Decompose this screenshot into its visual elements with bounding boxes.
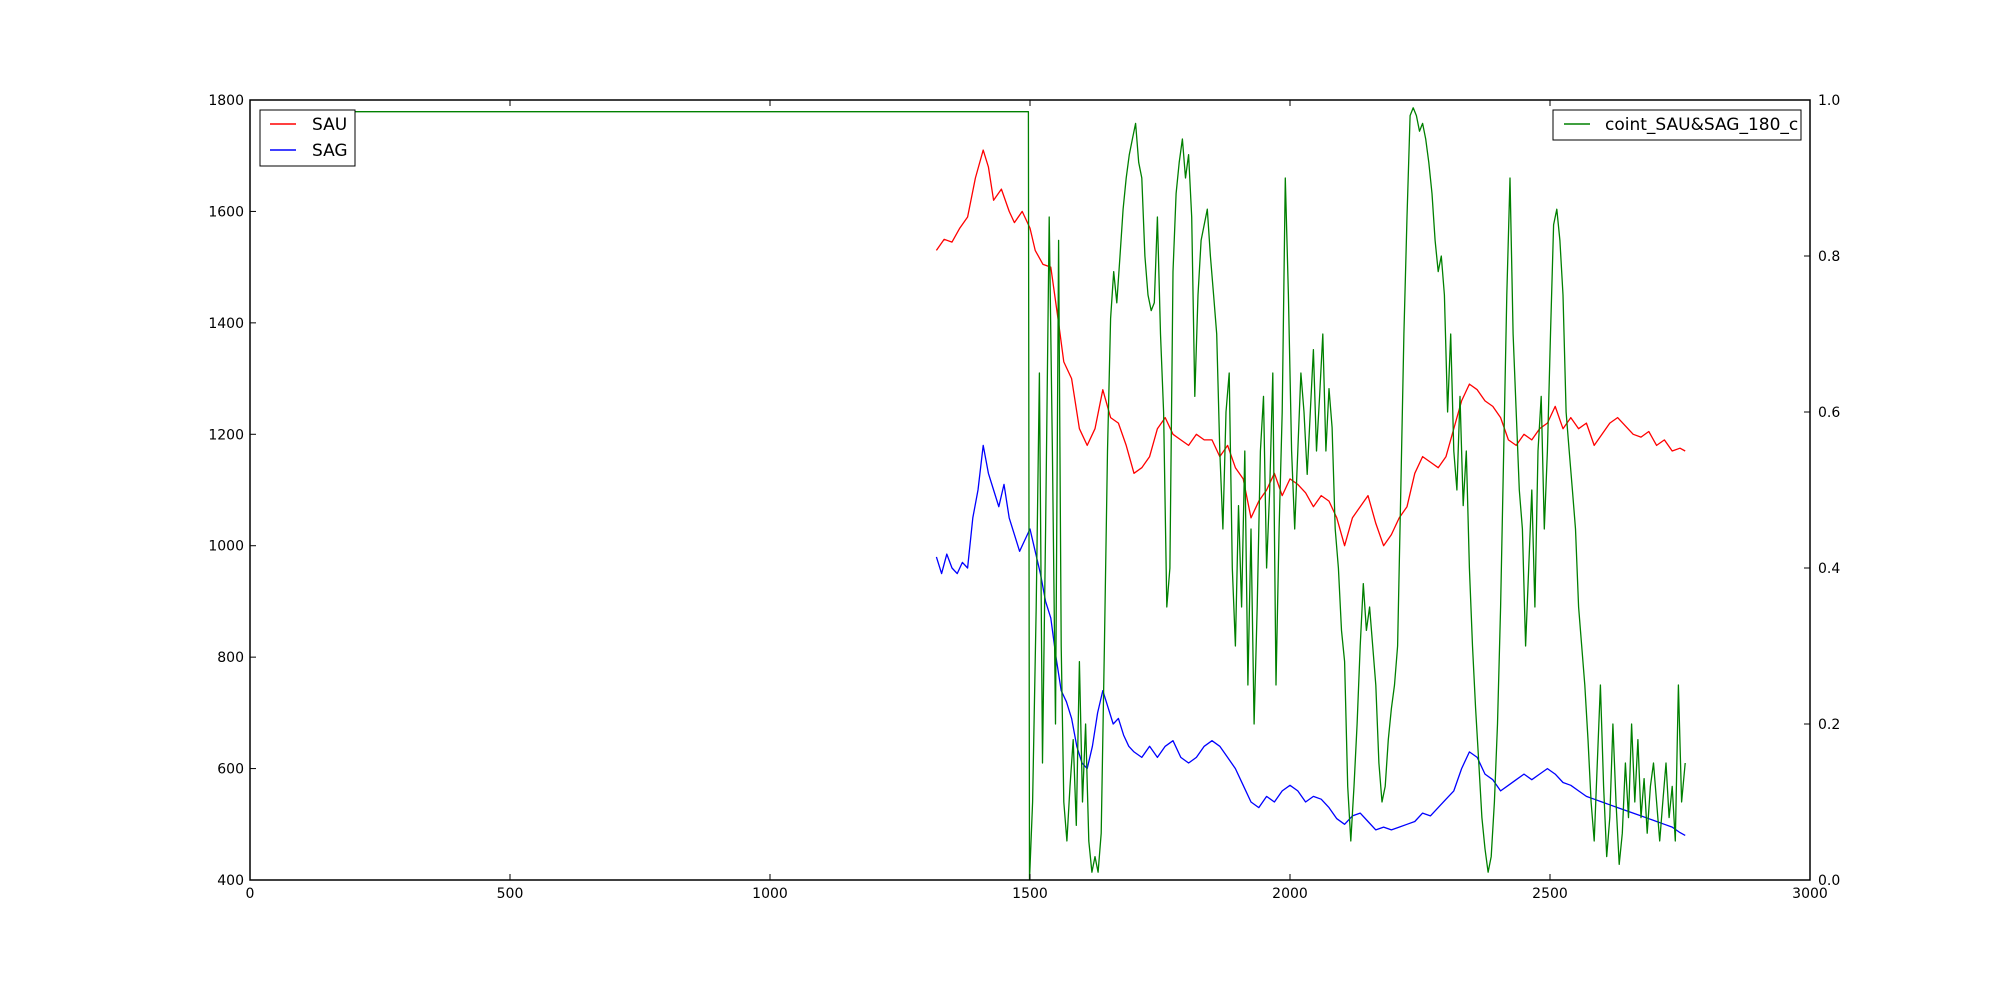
x-tick-label: 1000 (752, 886, 788, 902)
legend-left: SAU SAG (259, 109, 356, 167)
y-axis-left: 400 600 800 1000 1200 1400 1600 1800 (208, 93, 256, 889)
series-line-coint-sau-sag-180-c (343, 107, 1686, 881)
plot-area (250, 100, 1810, 880)
legend-label-sag: SAG (312, 141, 348, 161)
y-right-tick-label: 1.0 (1818, 93, 1840, 109)
series-line-sau (935, 149, 1686, 547)
y-axis-right: 0.0 0.2 0.4 0.6 0.8 1.0 (1804, 93, 1840, 889)
y-left-tick-label: 1600 (208, 204, 244, 220)
legend-right-box (1552, 109, 1802, 141)
y-right-tick-label: 0.0 (1818, 873, 1840, 889)
x-tick-label: 0 (246, 886, 255, 902)
y-left-tick-label: 1000 (208, 539, 244, 555)
y-left-tick-label: 400 (217, 873, 244, 889)
series-layer (343, 107, 1686, 881)
legend-label-coint: coint_SAU&SAG_180_c (1605, 115, 1798, 135)
y-right-tick-label: 0.8 (1818, 249, 1840, 265)
y-right-tick-label: 0.6 (1818, 405, 1840, 421)
legend-label-sau: SAU (312, 115, 347, 135)
y-right-tick-label: 0.4 (1818, 561, 1840, 577)
x-tick-label: 2000 (1272, 886, 1308, 902)
y-right-tick-label: 0.2 (1818, 717, 1840, 733)
x-tick-label: 500 (497, 886, 524, 902)
legend-left-box (259, 109, 356, 167)
legend-right: coint_SAU&SAG_180_c (1552, 109, 1802, 141)
y-left-tick-label: 1400 (208, 316, 244, 332)
x-axis: 0 500 1000 1500 2000 2500 3000 (246, 100, 1828, 902)
x-tick-label: 1500 (1012, 886, 1048, 902)
series-line-sag (935, 444, 1686, 836)
y-left-tick-label: 1800 (208, 93, 244, 109)
x-tick-label: 2500 (1532, 886, 1568, 902)
y-left-tick-label: 800 (217, 650, 244, 666)
x-tick-label: 3000 (1792, 886, 1828, 902)
y-left-tick-label: 600 (217, 762, 244, 778)
y-left-tick-label: 1200 (208, 427, 244, 443)
